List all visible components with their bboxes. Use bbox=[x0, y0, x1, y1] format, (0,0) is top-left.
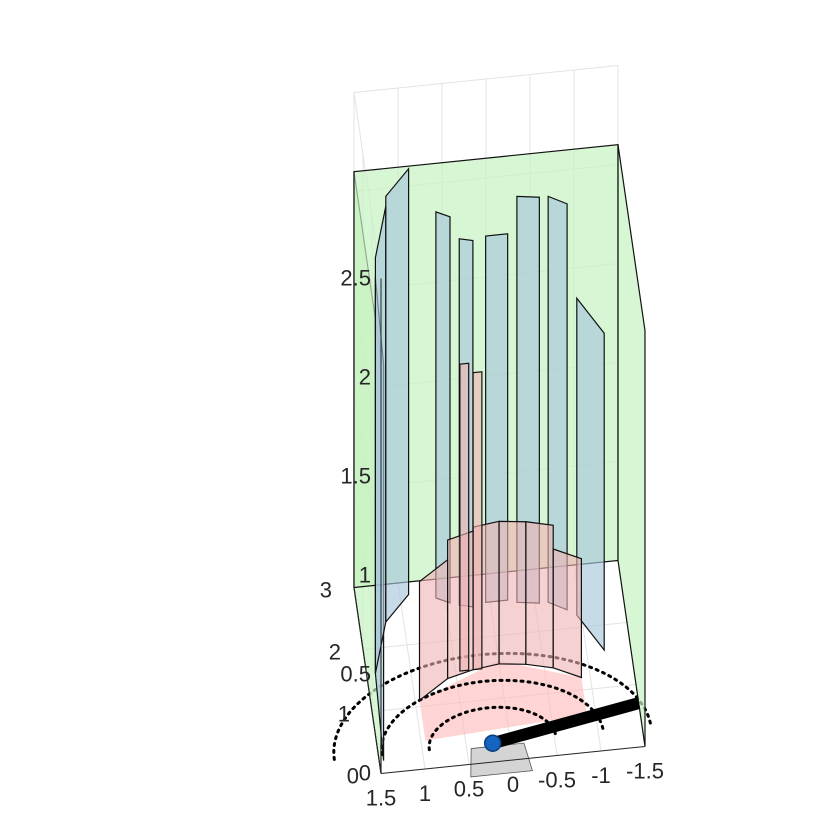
y-tick-label: 1 bbox=[338, 702, 350, 727]
x-tick-label: 1.5 bbox=[366, 786, 397, 811]
dotted-arc-1 bbox=[379, 678, 606, 757]
x-tick-label: 0.5 bbox=[454, 777, 485, 802]
x-axis-line bbox=[380, 746, 646, 774]
walls-layer bbox=[353, 144, 646, 774]
x-tick-label: -1 bbox=[591, 763, 611, 788]
z-tick-label: 0.5 bbox=[340, 662, 371, 687]
z-tick-label: 1.5 bbox=[340, 464, 371, 489]
x-tick-label: 1 bbox=[419, 781, 431, 806]
red-wall-7 bbox=[472, 371, 483, 671]
blue-wall-8 bbox=[576, 296, 605, 652]
y-tick-label: 3 bbox=[320, 578, 332, 603]
x-tick-label: 0 bbox=[507, 772, 519, 797]
y-axis-line bbox=[353, 587, 382, 774]
z-tick-label: 0 bbox=[359, 761, 371, 786]
x-tick-label: -0.5 bbox=[538, 768, 576, 793]
blue-wall-2 bbox=[385, 167, 410, 624]
floor-tile bbox=[470, 742, 533, 778]
y-tick-label: 0 bbox=[347, 764, 359, 789]
x-tick-label: -1.5 bbox=[626, 759, 664, 784]
trajectory-line bbox=[491, 697, 641, 749]
red-wall-4 bbox=[525, 521, 554, 669]
agent-marker bbox=[483, 734, 502, 752]
floor-layer bbox=[332, 651, 653, 778]
z-tick-label: 1 bbox=[359, 563, 371, 588]
axes bbox=[353, 278, 646, 774]
dotted-arc-0 bbox=[427, 705, 558, 752]
z-tick-label: 2 bbox=[359, 365, 371, 390]
red-wall-5 bbox=[552, 548, 583, 679]
y-tick-label: 2 bbox=[329, 640, 341, 665]
green-wall-2 bbox=[617, 144, 646, 747]
floor-grid-x bbox=[397, 582, 426, 770]
z-tick-label: 2.5 bbox=[340, 266, 371, 291]
red-wall-6 bbox=[459, 362, 470, 672]
red-wall-3 bbox=[498, 520, 527, 665]
red-wall-0 bbox=[418, 558, 449, 702]
tick-labels: 0 0.5 1 1.5 2 2.5 1.5 1 0.5 0 -0.5 -1 -1.5 0 1 2 3 bbox=[320, 266, 664, 811]
